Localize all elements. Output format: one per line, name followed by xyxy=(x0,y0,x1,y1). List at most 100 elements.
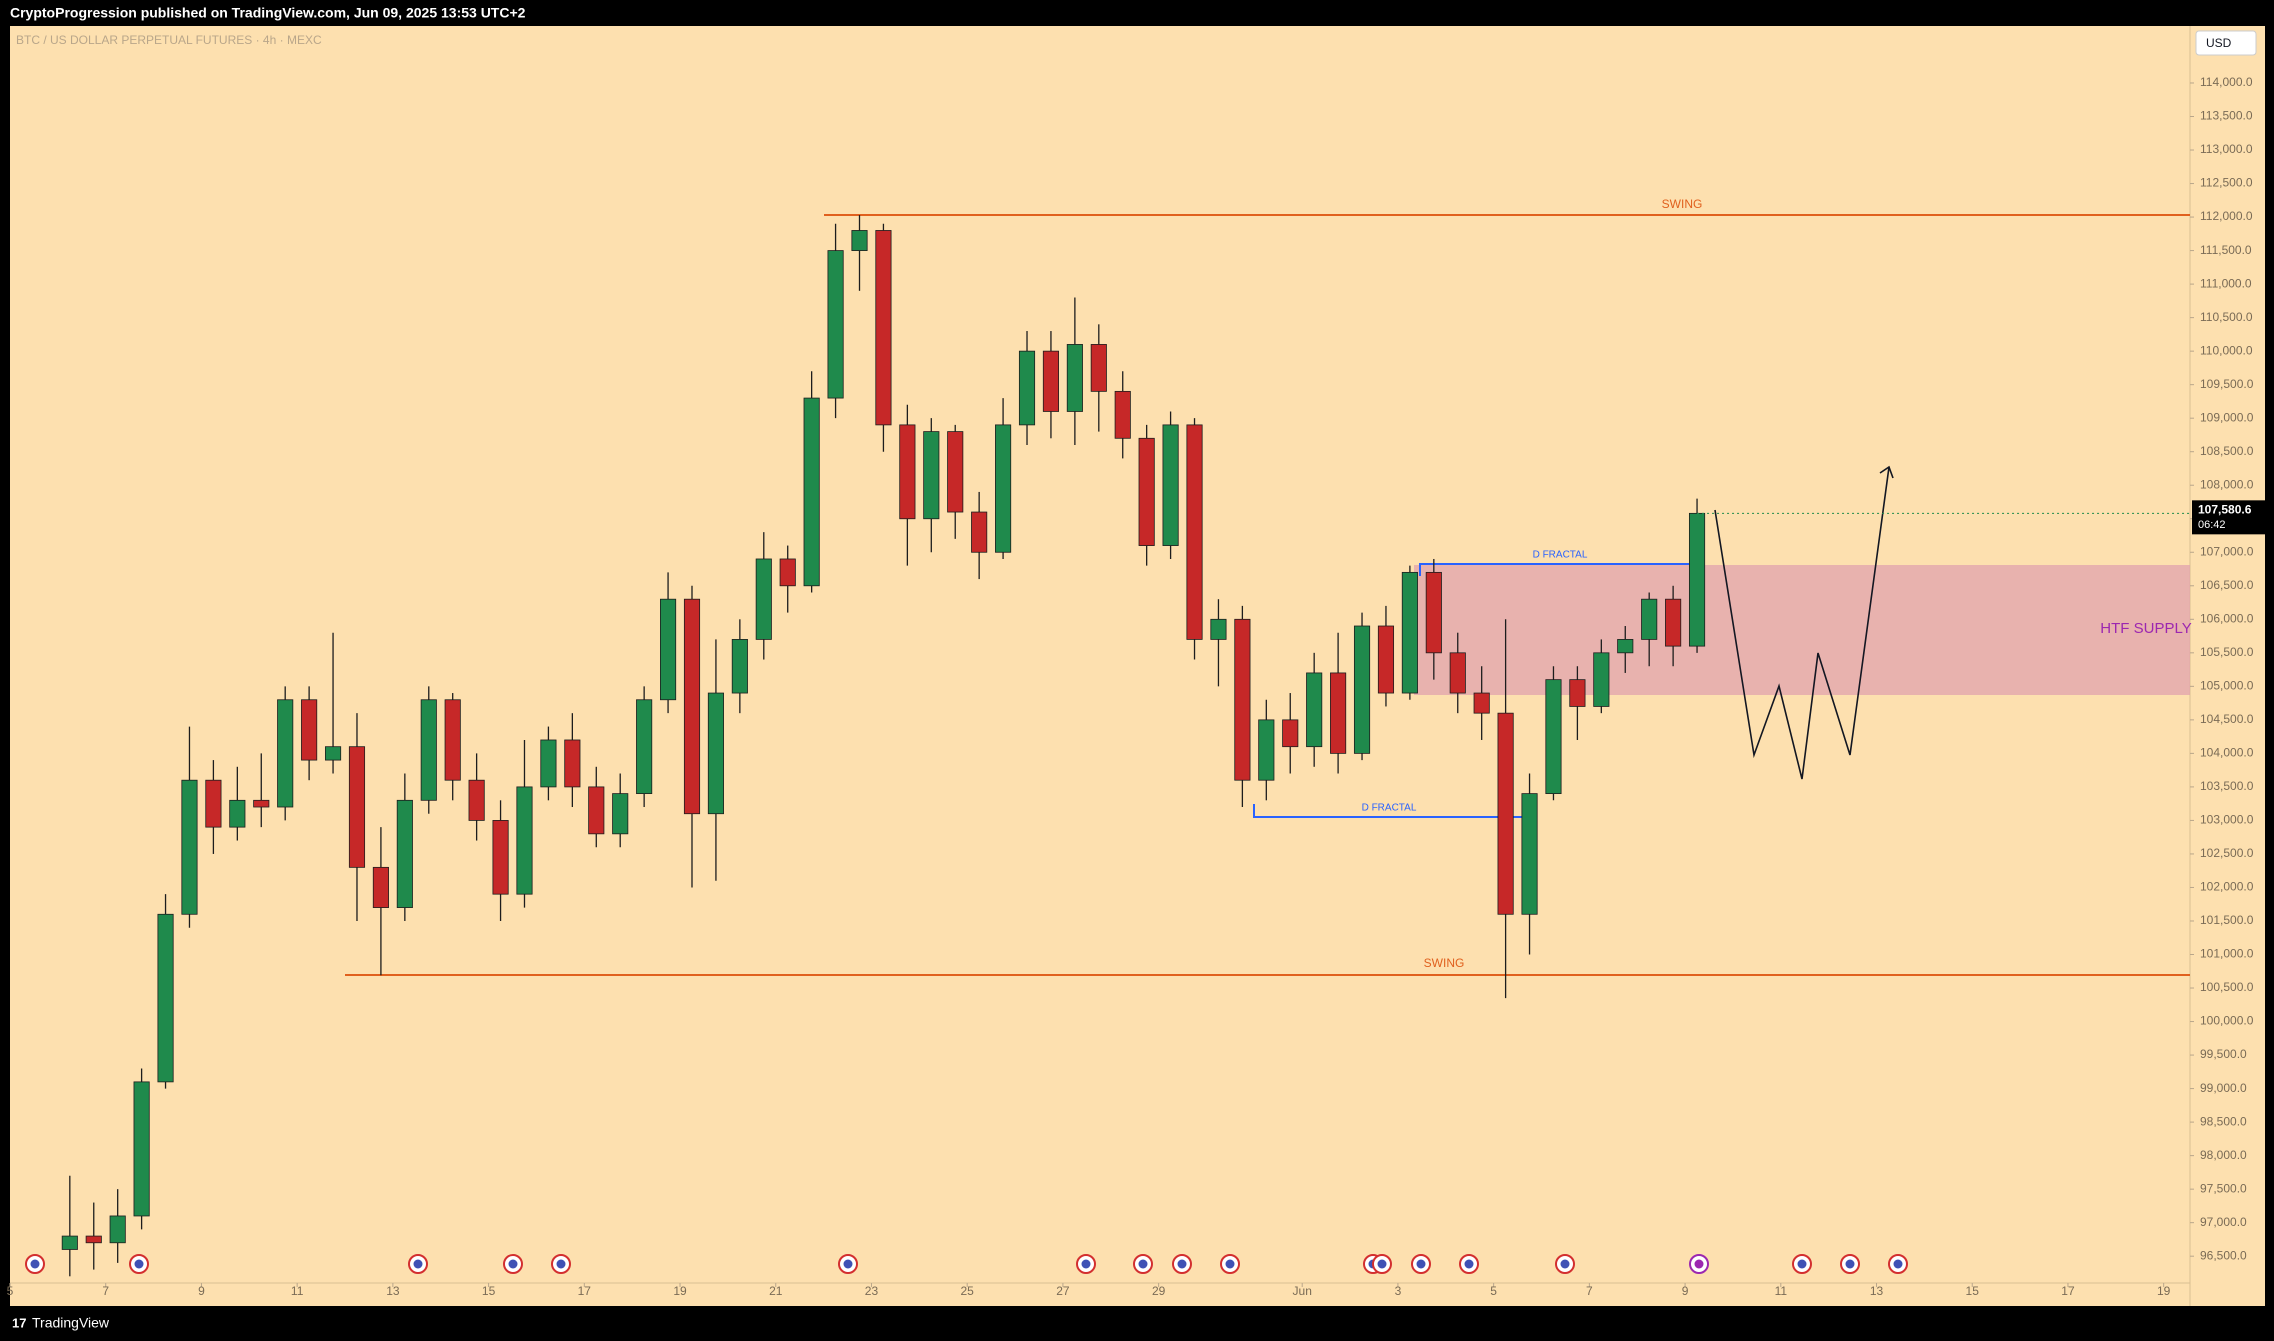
event-icon-core xyxy=(134,1259,144,1269)
candle-body xyxy=(923,431,940,520)
candle-body xyxy=(1114,390,1131,439)
event-icon-core xyxy=(1177,1259,1187,1269)
candle-body xyxy=(755,558,772,640)
candle-body xyxy=(301,699,318,761)
candle-body xyxy=(947,431,964,513)
x-tick-label: 23 xyxy=(865,1284,879,1298)
header-text: CryptoProgression published on TradingVi… xyxy=(10,5,526,21)
candle-body xyxy=(1473,692,1490,714)
y-tick-label: 110,500.0 xyxy=(2200,310,2253,324)
candle-body xyxy=(420,699,437,801)
y-tick-label: 103,500.0 xyxy=(2200,779,2254,793)
y-tick-label: 110,000.0 xyxy=(2200,343,2253,357)
candle-body xyxy=(1282,719,1299,748)
y-tick-label: 105,500.0 xyxy=(2200,645,2254,659)
candle-body xyxy=(1258,719,1275,781)
candle-body xyxy=(1569,679,1586,707)
candle-body xyxy=(133,1081,150,1217)
y-tick-label: 102,500.0 xyxy=(2200,846,2254,860)
candle-body xyxy=(229,799,246,828)
y-tick-label: 97,500.0 xyxy=(2200,1181,2247,1195)
candle-body xyxy=(971,511,988,553)
candle-body xyxy=(1377,625,1395,694)
y-tick-label: 97,000.0 xyxy=(2200,1215,2247,1229)
candle-body xyxy=(372,866,389,908)
x-tick-label: 19 xyxy=(673,1284,687,1298)
event-icon xyxy=(25,1254,45,1274)
swing-low-label: SWING xyxy=(1424,956,1465,970)
event-icon xyxy=(551,1254,571,1274)
event-icon xyxy=(1133,1254,1153,1274)
event-icon-core xyxy=(556,1259,566,1269)
candle-body xyxy=(540,739,557,788)
candle-body xyxy=(875,230,892,426)
x-tick-label: 7 xyxy=(102,1284,109,1298)
y-tick-label: 100,500.0 xyxy=(2200,980,2254,994)
event-icon xyxy=(1172,1254,1192,1274)
candle-body xyxy=(1449,652,1466,694)
y-tick-label: 104,500.0 xyxy=(2200,712,2254,726)
candle-body xyxy=(1497,712,1514,915)
projection-path xyxy=(1714,466,1890,780)
candle-body xyxy=(731,639,748,694)
candle-body xyxy=(707,692,724,815)
candle-body xyxy=(1090,344,1107,392)
candle-body xyxy=(205,779,222,828)
projection-arrowhead xyxy=(1879,465,1894,479)
currency-label: USD xyxy=(2206,36,2232,50)
candle-body xyxy=(1521,793,1538,915)
drawings xyxy=(345,214,2190,976)
fractal-high-label: D FRACTAL xyxy=(1533,550,1588,561)
candle-body xyxy=(636,699,653,795)
candle-body xyxy=(660,598,677,701)
x-tick-label: 19 xyxy=(2157,1284,2171,1298)
candle-body xyxy=(995,424,1012,553)
event-icon-core xyxy=(1377,1259,1387,1269)
candle-body xyxy=(1066,344,1083,412)
candle-body xyxy=(1306,672,1323,748)
candle-body xyxy=(1210,618,1227,640)
y-tick-label: 101,500.0 xyxy=(2200,913,2254,927)
fractal-high-line xyxy=(1419,563,1700,576)
y-tick-label: 106,500.0 xyxy=(2200,578,2254,592)
event-icon xyxy=(1076,1254,1096,1274)
event-icon xyxy=(1411,1254,1431,1274)
symbol-title: BTC / US DOLLAR PERPETUAL FUTURES · 4h ·… xyxy=(16,33,322,47)
candle-body xyxy=(468,779,485,821)
candle-body xyxy=(612,793,629,835)
candle-body xyxy=(516,786,533,895)
event-icon-core xyxy=(413,1259,423,1269)
y-tick-label: 113,000.0 xyxy=(2200,142,2253,156)
event-icon-core xyxy=(843,1259,853,1269)
supply-label: HTF SUPPLY xyxy=(2100,620,2191,637)
event-icon-core xyxy=(508,1259,518,1269)
currency-box[interactable] xyxy=(2195,30,2257,56)
event-icon xyxy=(1689,1254,1709,1274)
candle-body xyxy=(253,799,270,808)
supply-zone xyxy=(1414,565,2190,695)
event-icon xyxy=(1792,1254,1812,1274)
y-tick-label: 102,000.0 xyxy=(2200,880,2254,894)
event-icon xyxy=(503,1254,523,1274)
y-tick-label: 101,000.0 xyxy=(2200,947,2254,961)
x-tick-label: 5 xyxy=(1490,1284,1497,1298)
y-tick-label: 107,000.0 xyxy=(2200,544,2254,558)
x-tick-label: 29 xyxy=(1152,1284,1166,1298)
footer-bar xyxy=(0,1306,2274,1341)
candle-body xyxy=(348,746,366,868)
event-icon xyxy=(129,1254,149,1274)
x-tick-label: 9 xyxy=(1682,1284,1689,1298)
y-tick-label: 105,000.0 xyxy=(2200,679,2254,693)
candle-body xyxy=(1665,598,1682,647)
swing-high-label: SWING xyxy=(1662,197,1703,211)
event-icon-core xyxy=(1893,1259,1903,1269)
x-tick-label: 9 xyxy=(198,1284,205,1298)
event-icon xyxy=(1555,1254,1575,1274)
candle-body xyxy=(1688,512,1706,647)
event-icon xyxy=(1888,1254,1908,1274)
footer-brand: TradingView xyxy=(32,1315,110,1331)
candle-body xyxy=(564,739,581,788)
candle-body xyxy=(61,1235,78,1250)
event-icon xyxy=(1459,1254,1479,1274)
